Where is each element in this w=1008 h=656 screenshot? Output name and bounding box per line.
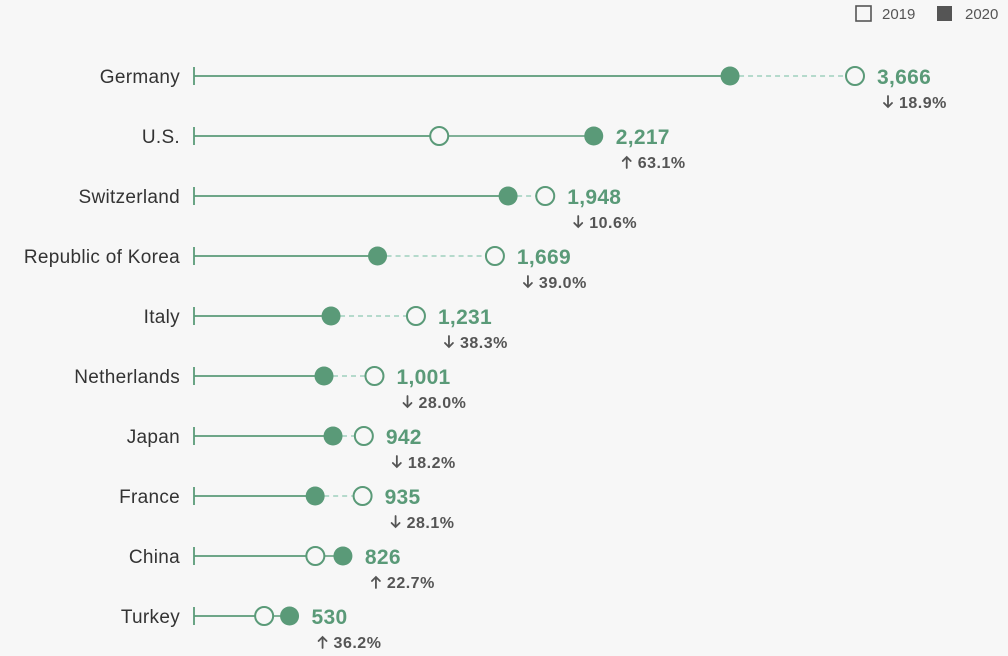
value-label: 942 <box>386 426 422 449</box>
chart-row: Japan 942 18.2% <box>127 426 456 472</box>
country-label: Turkey <box>121 607 180 628</box>
change-label: 28.1% <box>407 515 455 532</box>
chart-row: Italy 1,231 38.3% <box>144 306 508 352</box>
arrow-down-icon <box>390 515 401 529</box>
change-label: 36.2% <box>334 635 382 652</box>
chart-row: Republic of Korea 1,669 39.0% <box>24 246 587 292</box>
marker-2019 <box>845 66 865 86</box>
arrow-down-icon <box>523 275 533 289</box>
marker-2019 <box>535 186 556 206</box>
marker-2020 <box>323 426 343 446</box>
change-label: 38.3% <box>460 335 508 352</box>
chart-row: France 935 28.1% <box>119 486 454 532</box>
marker-2020 <box>498 186 518 206</box>
marker-2019 <box>352 486 373 506</box>
country-label: U.S. <box>142 127 180 148</box>
marker-2020 <box>720 66 740 86</box>
value-label: 935 <box>385 486 421 509</box>
arrow-down-icon <box>573 215 584 229</box>
country-label: Japan <box>127 427 180 448</box>
arrow-up-icon <box>371 575 381 589</box>
country-label: Germany <box>100 67 180 88</box>
change-label: 18.2% <box>408 455 456 472</box>
arrow-down-icon <box>402 395 413 409</box>
country-label: France <box>119 487 180 508</box>
marker-2020 <box>280 606 300 626</box>
country-label: Switzerland <box>78 187 180 208</box>
value-label: 826 <box>365 546 401 569</box>
marker-2019 <box>305 546 326 566</box>
change-label: 18.9% <box>899 95 947 112</box>
marker-2019 <box>364 366 385 386</box>
legend-label-2019: 2019 <box>882 6 915 23</box>
marker-2020 <box>333 546 353 566</box>
arrow-up-icon <box>621 155 632 169</box>
marker-2019 <box>429 126 450 146</box>
marker-2019 <box>353 426 374 446</box>
change-label: 63.1% <box>638 155 686 172</box>
legend-label-2020: 2020 <box>965 6 998 23</box>
legend-swatch-2019 <box>855 5 872 22</box>
marker-2019 <box>405 306 426 326</box>
arrow-down-icon <box>883 95 893 109</box>
arrow-down-icon <box>444 335 454 349</box>
chart-row: Germany 3,666 18.9% <box>100 66 947 112</box>
chart-row: Turkey 530 36.2% <box>121 606 382 652</box>
value-label: 3,666 <box>877 66 931 89</box>
change-label: 10.6% <box>589 215 637 232</box>
marker-2020 <box>321 306 341 326</box>
value-label: 530 <box>312 606 348 629</box>
chart-row: Switzerland 1,948 10.6% <box>78 186 637 232</box>
value-label: 1,948 <box>567 186 621 209</box>
legend: 2019 2020 <box>855 5 998 23</box>
marker-2020 <box>314 366 334 386</box>
country-label: Republic of Korea <box>24 247 180 268</box>
arrow-up-icon <box>317 635 328 649</box>
marker-2020 <box>584 126 604 146</box>
value-label: 1,001 <box>396 366 450 389</box>
change-label: 39.0% <box>539 275 587 292</box>
value-label: 2,217 <box>616 126 670 149</box>
arrow-down-icon <box>391 455 402 469</box>
change-label: 28.0% <box>418 395 466 412</box>
value-label: 1,669 <box>517 246 571 269</box>
marker-2020 <box>305 486 325 506</box>
marker-2019 <box>484 246 505 266</box>
marker-2019 <box>254 606 275 626</box>
country-label: Netherlands <box>74 367 180 388</box>
chart-row: U.S. 2,217 63.1% <box>142 126 686 172</box>
country-label: Italy <box>144 307 181 328</box>
marker-2020 <box>368 246 388 266</box>
chart-row: China 826 22.7% <box>129 546 435 592</box>
legend-swatch-2020 <box>937 6 952 21</box>
chart-row: Netherlands 1,001 28.0% <box>74 366 466 412</box>
change-label: 22.7% <box>387 575 435 592</box>
value-label: 1,231 <box>438 306 492 329</box>
country-label: China <box>129 547 180 568</box>
